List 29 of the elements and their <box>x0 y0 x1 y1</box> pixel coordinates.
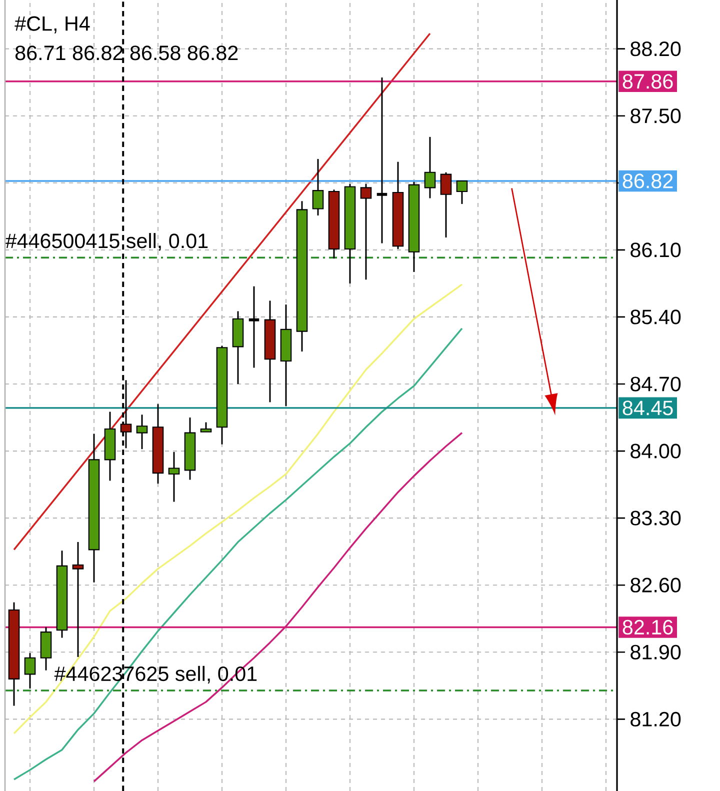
y-tick-label: 82.60 <box>630 578 681 592</box>
y-tick-label: 85.40 <box>630 310 681 324</box>
candlestick <box>168 451 180 503</box>
candlestick <box>136 414 148 450</box>
y-tick-label: 84.70 <box>630 376 681 392</box>
candlestick <box>360 183 372 280</box>
y-tick-label: 88.20 <box>630 42 681 56</box>
candlestick <box>312 158 324 216</box>
y-tick-label: 83.30 <box>630 510 681 526</box>
candlestick <box>440 172 452 238</box>
ref-line-label: 87.86 <box>622 74 673 89</box>
candlestick <box>456 180 468 205</box>
candlestick <box>424 136 436 199</box>
y-tick-label: 87.50 <box>630 108 681 124</box>
y-tick-label: 81.90 <box>630 644 681 660</box>
candlestick <box>24 652 36 690</box>
text: 86.71 86.82 86.58 86.82 <box>16 46 238 60</box>
ref-line-label: 84.45 <box>622 400 673 416</box>
candlestick <box>200 422 212 433</box>
line-series <box>13 284 463 734</box>
y-tick-label: 84.00 <box>630 444 681 458</box>
candlestick <box>72 541 84 658</box>
ref-line-label: 86.82 <box>622 174 673 188</box>
annotation: #446500415 sell, 0.01 <box>5 233 208 251</box>
ref-line-label: 82.16 <box>622 620 673 635</box>
text: #CL, H4 <box>14 16 90 34</box>
y-tick-label: 81.20 <box>630 712 681 726</box>
line-series <box>13 328 463 780</box>
y-tick-label: 86.10 <box>630 242 681 258</box>
